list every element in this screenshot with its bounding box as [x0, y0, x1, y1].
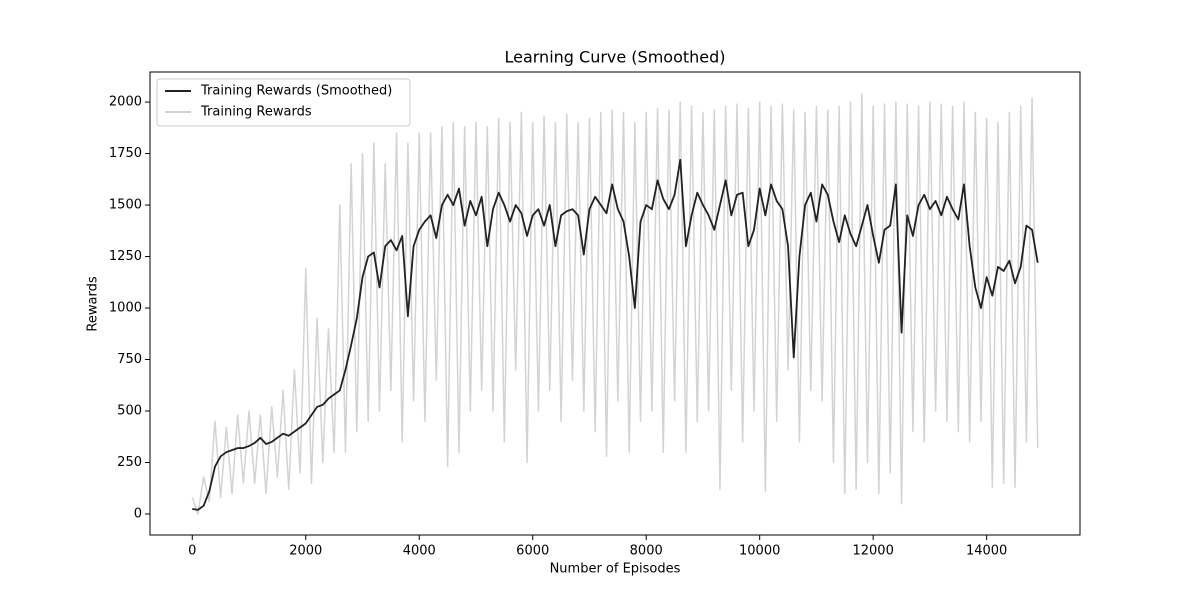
y-tick-label: 500 [117, 404, 142, 419]
legend-label: Training Rewards (Smoothed) [200, 84, 392, 99]
legend-label: Training Rewards [200, 105, 312, 120]
x-tick-label: 4000 [403, 544, 436, 559]
y-tick-label: 1500 [109, 198, 142, 213]
y-tick-label: 0 [134, 506, 142, 521]
x-tick-label: 10000 [739, 544, 780, 559]
chart-title: Learning Curve (Smoothed) [504, 48, 725, 67]
x-tick-label: 2000 [289, 544, 322, 559]
x-tick-label: 12000 [852, 544, 893, 559]
y-tick-label: 1250 [109, 249, 142, 264]
x-tick-label: 6000 [516, 544, 549, 559]
y-tick-label: 2000 [109, 95, 142, 110]
series-line [192, 158, 1039, 511]
y-tick-label: 750 [117, 352, 142, 367]
y-axis-label: Rewards [86, 276, 101, 331]
series-line [191, 93, 1039, 515]
y-tick-label: 1750 [109, 146, 142, 161]
plot-frame [149, 71, 1081, 536]
y-tick-label: 1000 [109, 301, 142, 316]
y-tick-label: 250 [117, 455, 142, 470]
x-tick-label: 8000 [630, 544, 663, 559]
x-axis-label: Number of Episodes [550, 562, 681, 577]
x-tick-label: 14000 [966, 544, 1007, 559]
x-tick-label: 0 [188, 544, 196, 559]
legend-box [156, 78, 411, 127]
